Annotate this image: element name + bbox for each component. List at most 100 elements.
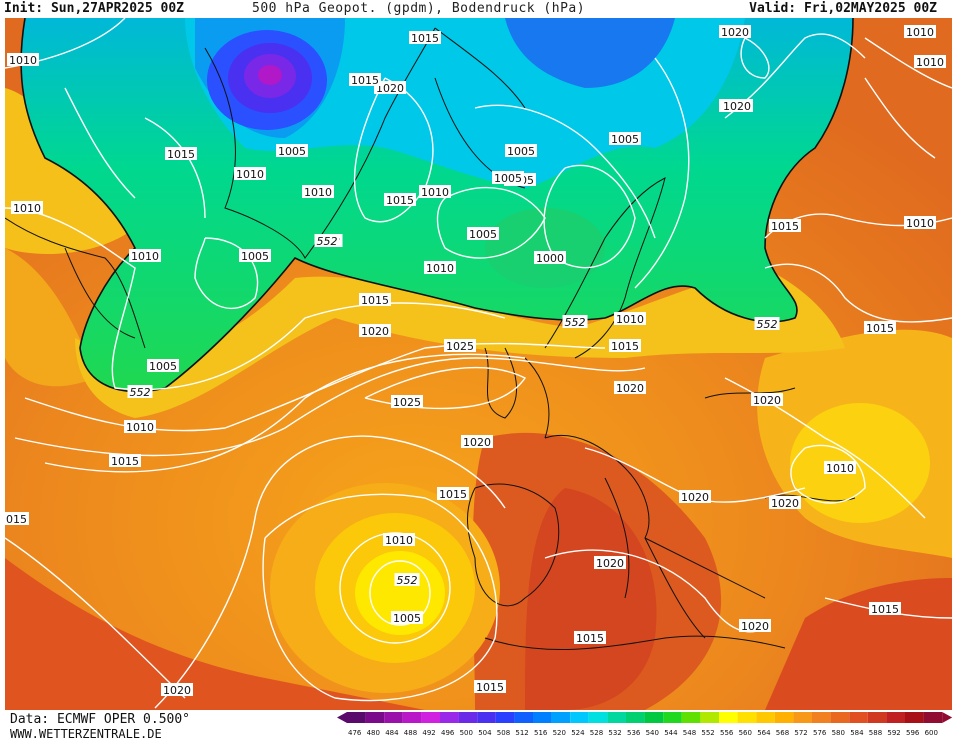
legend-arrow-right: [942, 712, 953, 723]
isobar-label: 1015: [576, 632, 604, 645]
legend-swatch: [700, 712, 719, 723]
legend-value: 532: [608, 729, 621, 737]
isobar-label: 1020: [771, 497, 799, 510]
isobar-label-bg: [904, 216, 936, 229]
isobar-label: 1005: [507, 145, 535, 158]
isobar-label-bg: [594, 556, 626, 569]
legend-value: 600: [925, 729, 938, 737]
legend-value: 572: [794, 729, 807, 737]
legend-value: 516: [534, 729, 548, 737]
legend-swatch: [365, 712, 385, 723]
isobar-label-bg: [424, 261, 456, 274]
legend-swatch: [774, 712, 794, 723]
isobar-label-bg: [409, 31, 441, 44]
isobar-label-bg: [359, 324, 391, 337]
legend-value: 536: [627, 729, 641, 737]
field-west-yellow-2: [5, 248, 95, 387]
scandinavia-green-cell: [485, 208, 605, 288]
isobar-label-bg: [609, 132, 641, 145]
isobar-label: 1015: [866, 322, 894, 335]
isobar-label: 1010: [826, 462, 854, 475]
isobar-label: 1025: [393, 396, 421, 409]
legend-value: 576: [813, 729, 827, 737]
legend-swatch: [793, 712, 812, 723]
isobar-label: 1020: [753, 394, 781, 407]
legend-swatch: [737, 712, 757, 723]
isobar-label-bg: [124, 420, 156, 433]
geopotential-label-bg: [127, 385, 153, 398]
isobar-label: 1005: [494, 172, 522, 185]
legend-value: 492: [422, 729, 435, 737]
isobar-label: 1015: [351, 74, 379, 87]
geopotential-label: 552: [397, 574, 418, 587]
legend-swatch: [514, 712, 533, 723]
isobar-label: 1010: [304, 186, 332, 199]
header-bar: Init: Sun,27APR2025 00Z 500 hPa Geopot. …: [0, 0, 959, 18]
legend-swatch: [440, 712, 459, 723]
isobar-label: 1020: [721, 26, 749, 39]
isobar-label: 1005: [469, 228, 497, 241]
legend-swatch: [458, 712, 478, 723]
legend-swatch: [626, 712, 645, 723]
isobar-label: 1010: [126, 421, 154, 434]
isobar-label-bg: [769, 219, 801, 232]
isobar-label-bg: [374, 81, 406, 94]
isobar-label-bg: [721, 99, 753, 112]
legend-value: 476: [348, 729, 362, 737]
legend-swatch: [719, 712, 738, 723]
isobar-label-bg: [383, 533, 415, 546]
legend-value: 544: [664, 729, 678, 737]
isobar-label-bg: [239, 249, 271, 262]
legend-swatch: [384, 712, 403, 723]
isobar-label-bg: [161, 683, 193, 696]
isobar-label: 1010: [906, 217, 934, 230]
isobar-label-bg: [11, 201, 43, 214]
isobar-label: 1020: [163, 684, 191, 697]
legend-value: 588: [869, 729, 882, 737]
isobar-label-bg: [5, 512, 29, 525]
legend-value: 556: [720, 729, 734, 737]
isobar-label: 1020: [741, 620, 769, 633]
legend-swatch: [830, 712, 850, 723]
legend-swatch: [570, 712, 589, 723]
isobar-label-bg: [609, 339, 641, 352]
isobar-label-bg: [359, 293, 391, 306]
polar-low-core: [258, 65, 282, 85]
legend-swatch: [886, 712, 905, 723]
legend-swatch: [849, 712, 868, 723]
isobar-label-bg: [165, 147, 197, 160]
isobar-label: 1020: [723, 100, 751, 113]
legend-value: 528: [590, 729, 603, 737]
isobar-label: 1025: [446, 340, 474, 353]
legend-value: 484: [385, 729, 399, 737]
isobar-label: 1020: [376, 82, 404, 95]
website-credit: WWW.WETTERZENTRALE.DE: [10, 727, 162, 741]
geopotential-label-bg: [394, 573, 420, 586]
isobar-label-bg: [349, 73, 381, 86]
isobar-label-bg: [492, 171, 524, 184]
isobar-label-bg: [904, 25, 936, 38]
isobar-label-bg: [467, 227, 499, 240]
isobar-label-bg: [461, 435, 493, 448]
color-legend: 476 480 484 488 492 496 500 504 508 512 516 520 524 5…: [337, 712, 953, 737]
legend-value: 496: [441, 729, 455, 737]
isobar-label: 1005: [149, 360, 177, 373]
isobar-label: 1010: [236, 168, 264, 181]
legend-swatch: [923, 712, 943, 723]
isobar-label: 1015: [439, 488, 467, 501]
isobar-label: 1020: [596, 557, 624, 570]
isobar-label-bg: [234, 167, 266, 180]
legend-value: 568: [776, 729, 789, 737]
isobar-label-bg: [7, 53, 39, 66]
geopotential-label: 552: [757, 318, 778, 331]
isobar-label-bg: [474, 680, 506, 693]
isobar-label: 1015: [167, 148, 195, 161]
legend-value: 592: [887, 729, 900, 737]
legend-arrow-left: [337, 712, 347, 723]
isobar-label-bg: [276, 144, 308, 157]
legend-swatch: [812, 712, 831, 723]
isobar-label-bg: [437, 487, 469, 500]
legend-value: 584: [850, 729, 864, 737]
